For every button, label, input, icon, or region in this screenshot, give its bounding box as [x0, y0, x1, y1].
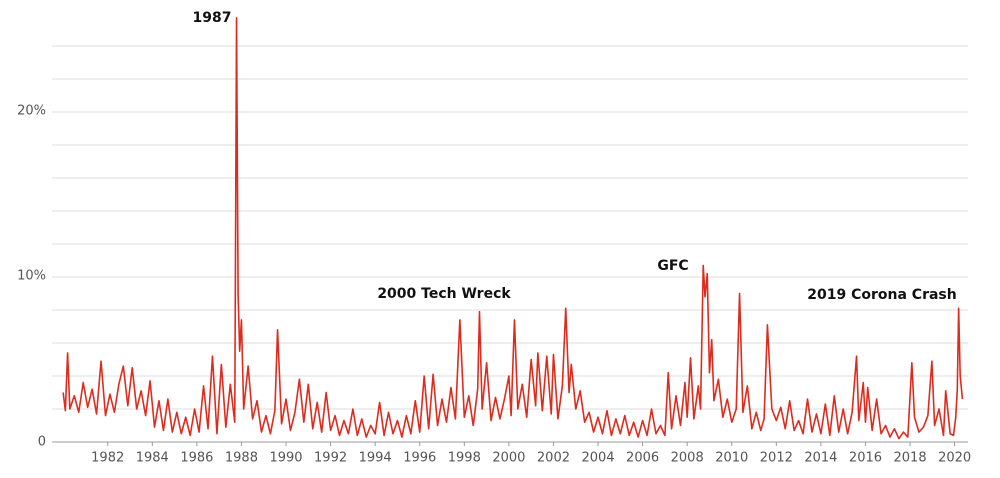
x-tick-label: 2000 — [492, 451, 525, 466]
x-tick-label: 1992 — [314, 451, 347, 466]
x-tick-label: 2018 — [894, 451, 927, 466]
annotation: 2000 Tech Wreck — [377, 286, 511, 302]
y-tick-label: 20% — [17, 104, 46, 119]
x-tick-label: 2008 — [671, 451, 704, 466]
x-tick-label: 1998 — [448, 451, 481, 466]
x-tick-label: 1984 — [136, 451, 169, 466]
x-tick-label: 2010 — [715, 451, 748, 466]
x-tick-label: 2016 — [849, 451, 882, 466]
x-tick-label: 2012 — [760, 451, 793, 466]
x-tick-label: 1994 — [359, 451, 392, 466]
x-tick-label: 1996 — [403, 451, 436, 466]
x-tick-label: 2002 — [537, 451, 570, 466]
data-line — [62, 17, 964, 440]
annotation: 1987 — [193, 10, 232, 26]
annotation: GFC — [657, 258, 688, 274]
annotation: 2019 Corona Crash — [807, 287, 956, 303]
x-tick-label: 1988 — [225, 451, 258, 466]
x-tick-label: 2004 — [581, 451, 614, 466]
x-tick-label: 2006 — [626, 451, 659, 466]
x-tick-label: 2020 — [938, 451, 971, 466]
y-tick-label: 10% — [17, 269, 46, 284]
x-tick-label: 1986 — [180, 451, 213, 466]
y-tick-label: 0 — [38, 435, 46, 450]
x-tick-label: 1982 — [91, 451, 124, 466]
x-tick-label: 1990 — [269, 451, 302, 466]
x-tick-label: 2014 — [804, 451, 837, 466]
